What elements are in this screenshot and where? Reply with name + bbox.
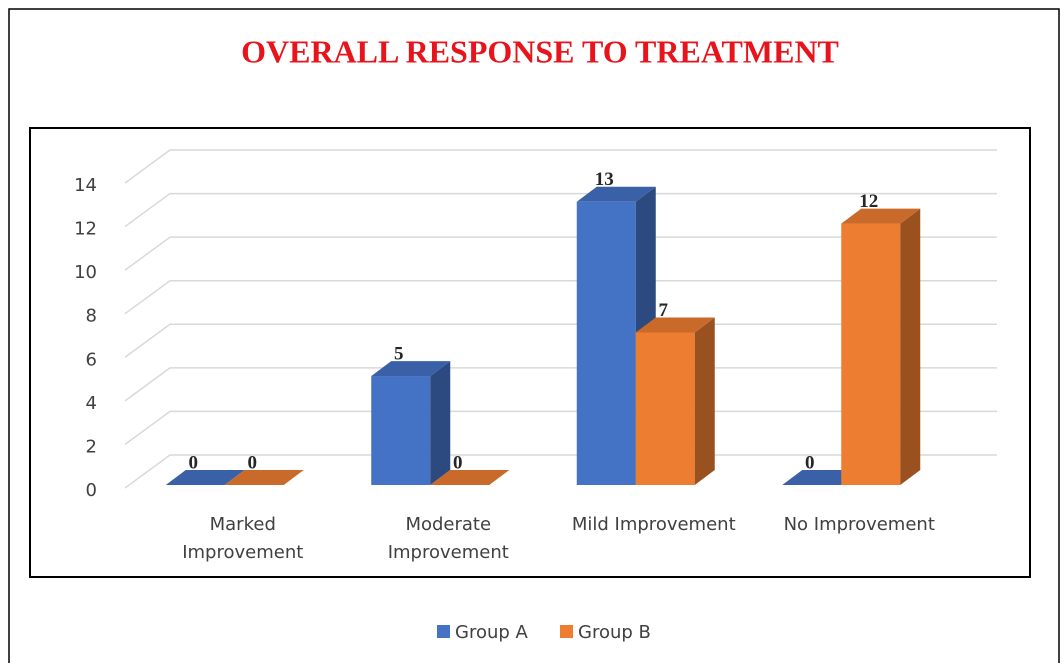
bar-top (224, 470, 304, 485)
data-label: 0 (453, 452, 463, 473)
x-tick-label: No Improvement (784, 514, 935, 535)
chart-title: OVERALL RESPONSE TO TREATMENT (241, 33, 839, 69)
data-label: 5 (394, 343, 404, 364)
y-tick-label: 0 (86, 480, 97, 501)
bar-top (635, 317, 715, 333)
bar (635, 317, 715, 485)
x-tick-label-line: Improvement (182, 542, 303, 563)
data-label: 12 (859, 191, 878, 212)
x-tick-label-line: Improvement (388, 542, 509, 563)
x-tick-label: Moderate Improvement (388, 514, 509, 563)
bar-top (165, 470, 245, 485)
bar-side (900, 208, 921, 486)
y-tick-label: 8 (86, 306, 97, 327)
legend-label: Group B (578, 622, 651, 643)
bar-side (694, 317, 715, 485)
data-label: 0 (189, 452, 199, 473)
bar-top (371, 361, 451, 377)
y-tick-label: 2 (86, 436, 97, 457)
bar-front (841, 223, 901, 486)
y-tick-label: 4 (86, 393, 97, 414)
grid-line (124, 149, 997, 184)
bar (430, 470, 510, 485)
data-label: 0 (248, 452, 258, 473)
x-tick-label: Marked Improvement (182, 514, 303, 563)
bar (841, 208, 921, 486)
grid-line (124, 236, 997, 271)
grid-line (124, 323, 997, 358)
x-tick-label-line: Marked (210, 514, 276, 535)
grid-line (124, 454, 997, 489)
bar-top (841, 208, 921, 224)
bar (224, 470, 304, 485)
y-tick-label: 14 (74, 175, 97, 196)
legend-swatch (437, 625, 450, 638)
legend-swatch (560, 625, 573, 638)
y-tick-label: 12 (74, 219, 97, 240)
grid-line (124, 410, 997, 446)
bar (165, 470, 245, 485)
bar-front (635, 332, 695, 485)
data-label: 7 (659, 300, 669, 321)
bar-front (371, 376, 431, 485)
bar (371, 361, 451, 485)
bar-top (576, 186, 656, 202)
y-tick-label: 10 (74, 262, 97, 283)
grid-line (124, 367, 997, 402)
data-label: 13 (595, 169, 614, 190)
y-tick-label: 6 (86, 349, 97, 370)
bar-side (430, 361, 451, 485)
grid-line (124, 192, 997, 228)
bar-front (576, 201, 636, 486)
bar-top (430, 470, 510, 485)
x-tick-label-line: Moderate (405, 514, 491, 535)
grid-line (124, 279, 997, 315)
legend-label: Group A (455, 622, 529, 643)
data-label: 0 (805, 452, 815, 473)
x-tick-label: Mild Improvement (572, 514, 736, 535)
